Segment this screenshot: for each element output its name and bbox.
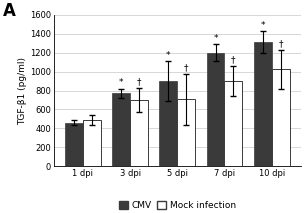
- Text: †: †: [184, 63, 188, 72]
- Bar: [65, 123, 83, 166]
- Bar: [207, 53, 224, 166]
- Bar: [83, 120, 101, 166]
- Text: *: *: [260, 21, 265, 30]
- Text: *: *: [213, 33, 218, 43]
- Bar: [130, 100, 148, 166]
- Text: †: †: [278, 39, 283, 48]
- Bar: [159, 81, 177, 166]
- Text: A: A: [3, 2, 16, 20]
- Bar: [272, 69, 290, 166]
- Text: *: *: [119, 78, 123, 87]
- Legend: CMV, Mock infection: CMV, Mock infection: [119, 201, 236, 210]
- Text: †: †: [231, 55, 236, 64]
- Bar: [112, 93, 130, 166]
- Y-axis label: TGF-β1 (pg/ml): TGF-β1 (pg/ml): [18, 56, 27, 125]
- Text: *: *: [166, 50, 171, 59]
- Text: †: †: [137, 78, 141, 86]
- Bar: [177, 99, 195, 166]
- Bar: [224, 81, 243, 166]
- Bar: [254, 42, 272, 166]
